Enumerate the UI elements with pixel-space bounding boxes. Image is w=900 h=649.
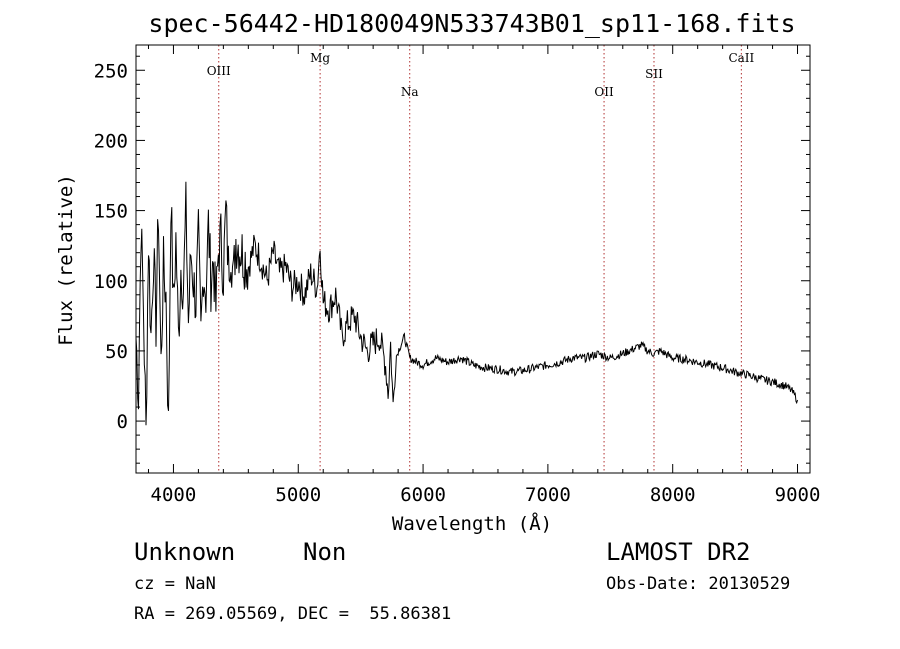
y-tick-label: 150 xyxy=(94,201,128,223)
redshift-readout: cz = NaN xyxy=(134,574,216,594)
x-tick-label: 8000 xyxy=(650,484,696,506)
spectral-line-label: CaII xyxy=(728,51,754,65)
y-tick-label: 200 xyxy=(94,130,128,152)
survey-name: LAMOST DR2 xyxy=(606,538,751,566)
x-tick-label: 5000 xyxy=(275,484,321,506)
y-tick-label: 250 xyxy=(94,60,128,82)
chart-title: spec-56442-HD180049N533743B01_sp11-168.f… xyxy=(148,9,795,38)
y-tick-label: 0 xyxy=(117,411,128,433)
spectral-line-label: SII xyxy=(645,67,663,81)
spectral-line-markers: OIII Mg Na OII SII CaII xyxy=(207,45,755,473)
y-tick-label: 50 xyxy=(105,341,128,363)
y-tick-label: 100 xyxy=(94,271,128,293)
obs-date: Obs-Date: 20130529 xyxy=(606,574,791,594)
plot-frame xyxy=(135,44,811,474)
x-tick-label: 6000 xyxy=(400,484,446,506)
object-class: Unknown xyxy=(134,538,236,566)
x-tick-label: 4000 xyxy=(151,484,197,506)
spectral-line-label: OIII xyxy=(207,64,231,78)
y-axis-label: Flux (relative) xyxy=(55,174,77,346)
x-tick-label: 7000 xyxy=(525,484,571,506)
spectral-line-label: Na xyxy=(401,85,419,99)
x-axis-label: Wavelength (Å) xyxy=(392,512,552,535)
object-subclass: Non xyxy=(303,538,347,566)
spectral-line-label: OII xyxy=(594,85,614,99)
spectrum-line xyxy=(135,181,798,426)
x-tick-label: 9000 xyxy=(775,484,821,506)
coordinates: RA = 269.05569, DEC = 55.86381 xyxy=(134,604,452,624)
axis-ticks: 4000 5000 6000 7000 8000 9000 0 50 100 150 200 250 xyxy=(94,45,821,506)
spectral-line-label: Mg xyxy=(310,51,330,65)
